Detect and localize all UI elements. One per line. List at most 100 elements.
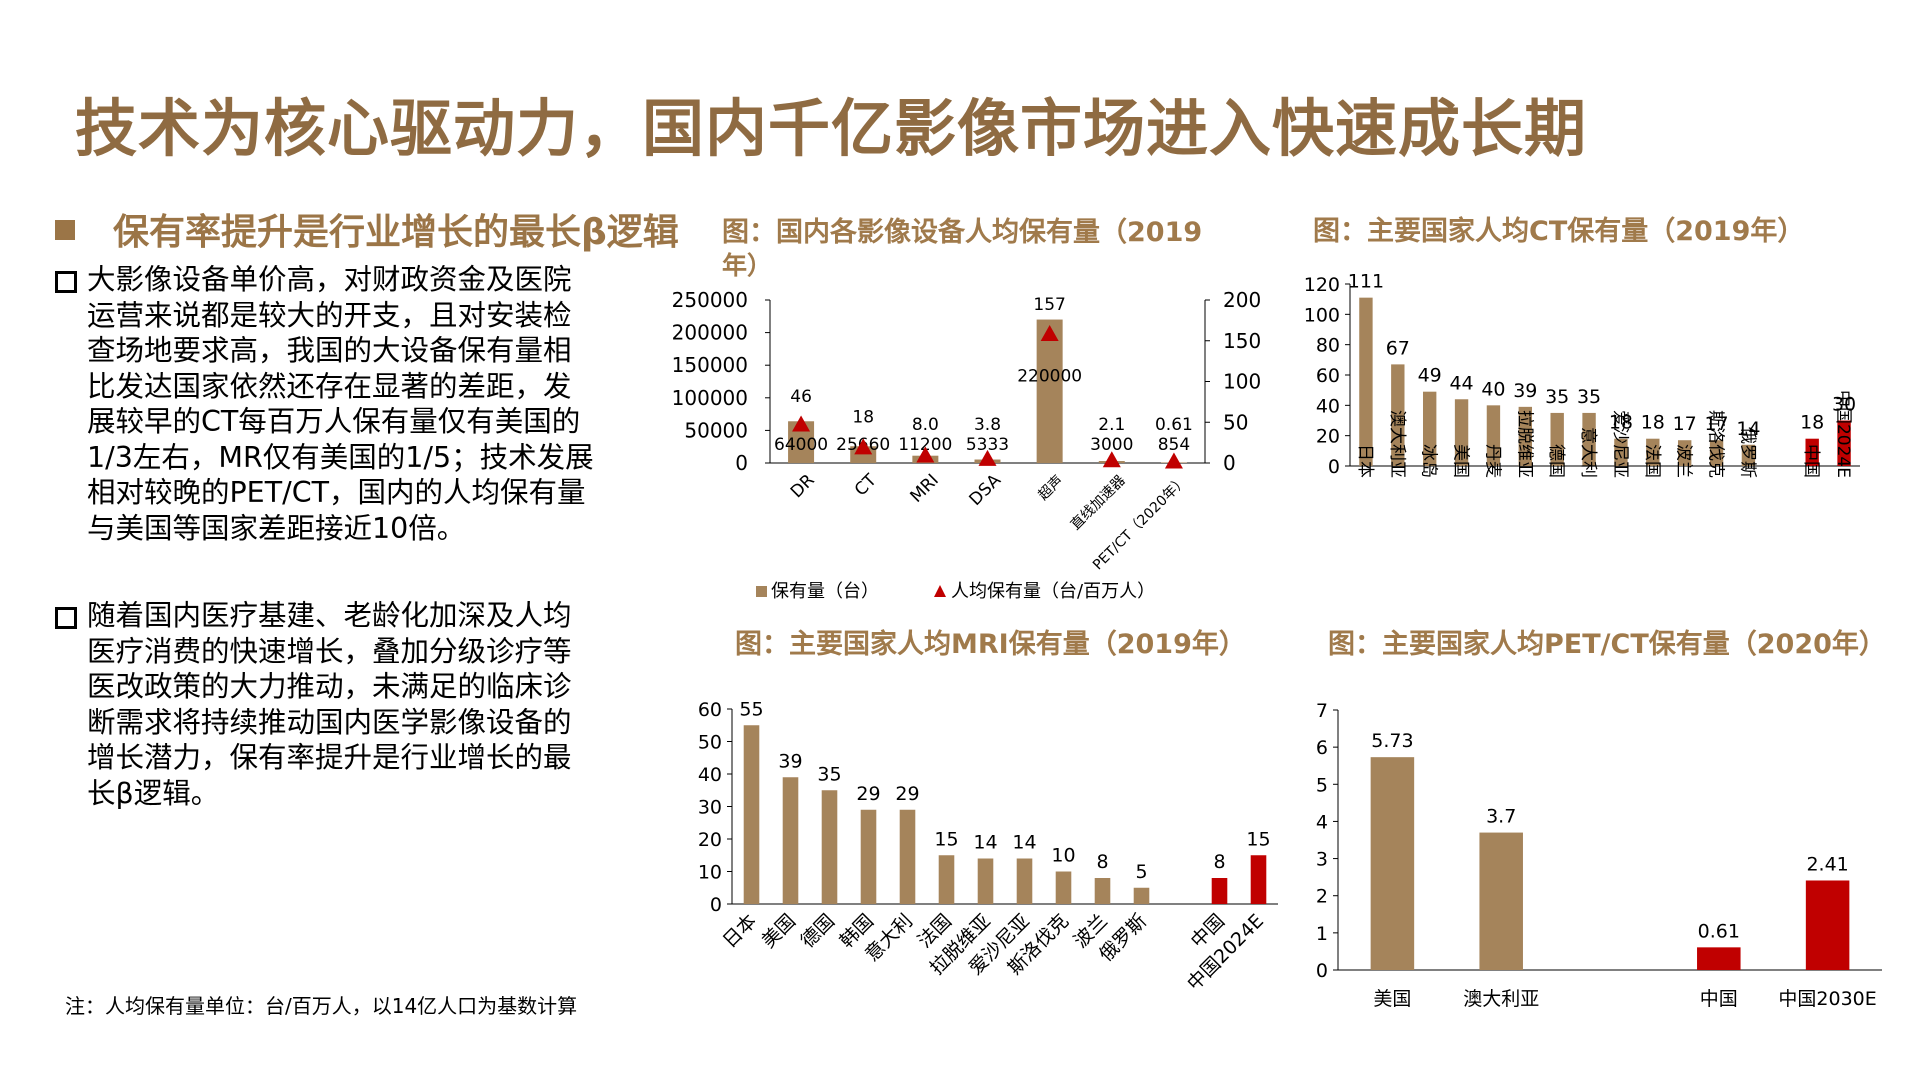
triangle-marker bbox=[792, 415, 811, 432]
data-label: 2.41 bbox=[1806, 853, 1848, 875]
y-tick-label: 80 bbox=[1316, 335, 1340, 357]
bar bbox=[977, 858, 994, 904]
right-tick-label: 150 bbox=[1223, 329, 1261, 353]
bar bbox=[1391, 364, 1405, 466]
bar bbox=[1646, 438, 1660, 466]
y-tick-label: 100 bbox=[1304, 304, 1340, 326]
left-tick-label: 50000 bbox=[684, 418, 748, 442]
category-label: 直线加速器 bbox=[1067, 472, 1129, 534]
bar bbox=[1582, 412, 1596, 466]
legend-label-bar: 保有量（台） bbox=[771, 581, 879, 602]
footnote: 注：人均保有量单位：台/百万人，以14亿人口为基数计算 bbox=[65, 994, 578, 1018]
category-label: 丹麦 bbox=[1482, 444, 1502, 478]
y-tick-label: 50 bbox=[698, 732, 722, 754]
triangle-marker bbox=[978, 449, 997, 466]
chart-title-petct: 图：主要国家人均PET/CT保有量（2020年） bbox=[1328, 629, 1886, 660]
marker-value-label: 3.8 bbox=[974, 415, 1001, 435]
y-tick-label: 6 bbox=[1316, 737, 1328, 759]
data-label: 39 bbox=[1513, 380, 1537, 402]
bar-value-label: 3000 bbox=[1090, 435, 1133, 455]
bar bbox=[1133, 887, 1150, 904]
bar bbox=[1709, 440, 1724, 466]
category-label: 中国2030E bbox=[1778, 988, 1876, 1010]
marker-value-label: 8.0 bbox=[912, 415, 939, 435]
bar-value-label: 11200 bbox=[898, 435, 952, 455]
bar bbox=[743, 725, 760, 904]
left-tick-label: 250000 bbox=[672, 288, 748, 312]
data-label: 67 bbox=[1386, 337, 1410, 359]
chart-title-equipment-cont: 年） bbox=[722, 251, 773, 280]
bar bbox=[1250, 855, 1267, 904]
bar bbox=[1550, 412, 1564, 466]
chart-title-mri: 图：主要国家人均MRI保有量（2019年） bbox=[735, 629, 1246, 660]
data-label: 15 bbox=[1246, 828, 1270, 850]
y-tick-label: 20 bbox=[1316, 426, 1340, 448]
bar bbox=[1036, 319, 1063, 463]
category-label: DR bbox=[787, 470, 819, 502]
y-tick-label: 0 bbox=[710, 894, 722, 916]
right-tick-label: 0 bbox=[1223, 451, 1236, 475]
bar bbox=[1805, 880, 1850, 970]
category-label: CT bbox=[851, 470, 881, 500]
y-tick-label: 0 bbox=[1316, 960, 1328, 982]
y-tick-label: 120 bbox=[1304, 274, 1340, 296]
category-label: 爱沙尼亚 bbox=[1610, 410, 1630, 478]
data-label: 18 bbox=[1641, 412, 1665, 434]
y-tick-label: 1 bbox=[1316, 923, 1328, 945]
bar bbox=[1422, 391, 1437, 466]
bullet-text-1: 大影像设备单价高，对财政资金及医院运营来说都是较大的开支，且对安装检查场地要求高… bbox=[87, 263, 594, 545]
y-tick-label: 40 bbox=[698, 764, 722, 786]
page-title: 技术为核心驱动力，国内千亿影像市场进入快速成长期 bbox=[75, 92, 1588, 165]
bar bbox=[1677, 440, 1692, 466]
checkbox-bullet-icon bbox=[55, 607, 77, 629]
chart-title-ct: 图：主要国家人均CT保有量（2019年） bbox=[1313, 216, 1805, 247]
category-label: 美国 bbox=[758, 910, 800, 952]
marker-value-label: 0.61 bbox=[1155, 415, 1193, 435]
chart-title-equipment: 图：国内各影像设备人均保有量（2019 bbox=[722, 217, 1203, 248]
category-label: 超声 bbox=[1035, 473, 1066, 504]
marker-value-label: 46 bbox=[790, 387, 812, 407]
category-label: 美国 bbox=[1373, 988, 1411, 1010]
category-label: 俄罗斯 bbox=[1737, 427, 1757, 478]
y-tick-label: 40 bbox=[1316, 395, 1340, 417]
bar bbox=[1479, 832, 1523, 970]
right-tick-label: 100 bbox=[1223, 370, 1261, 394]
y-tick-label: 60 bbox=[698, 699, 722, 721]
category-label: DSA bbox=[966, 470, 1006, 510]
y-tick-label: 30 bbox=[698, 797, 722, 819]
right-tick-label: 50 bbox=[1223, 410, 1248, 434]
square-bullet-icon bbox=[55, 220, 75, 240]
y-tick-label: 20 bbox=[698, 829, 722, 851]
triangle-marker bbox=[916, 446, 935, 463]
data-label: 35 bbox=[817, 763, 841, 785]
bar bbox=[860, 809, 877, 904]
data-label: 14 bbox=[1012, 832, 1036, 854]
category-label: 中国 bbox=[1700, 988, 1738, 1010]
category-label: 日本 bbox=[719, 910, 761, 952]
category-label: MRI bbox=[906, 470, 942, 506]
bar bbox=[1016, 858, 1033, 904]
category-label: 冰岛 bbox=[1419, 444, 1439, 478]
checkbox-bullet-icon bbox=[55, 271, 77, 293]
left-tick-label: 100000 bbox=[672, 386, 748, 410]
category-label: 澳大利亚 bbox=[1387, 410, 1407, 478]
left-tick-label: 150000 bbox=[672, 353, 748, 377]
data-label: 55 bbox=[739, 698, 763, 720]
bar bbox=[1518, 406, 1533, 466]
data-label: 5.73 bbox=[1371, 730, 1413, 752]
data-label: 14 bbox=[1736, 418, 1760, 440]
y-tick-label: 5 bbox=[1316, 774, 1328, 796]
y-tick-label: 4 bbox=[1316, 811, 1328, 833]
left-tick-label: 0 bbox=[735, 451, 748, 475]
y-tick-label: 7 bbox=[1316, 700, 1328, 722]
marker-value-label: 157 bbox=[1033, 295, 1065, 315]
category-label: 法国 bbox=[1642, 444, 1662, 478]
bar bbox=[1805, 438, 1819, 466]
category-label: 中国 bbox=[1801, 444, 1821, 478]
bullet-point-2: 随着国内医疗基建、老龄化加深及人均医疗消费的快速增长，叠加分级诊疗等医改政策的大… bbox=[55, 598, 595, 811]
category-label: 中国2024E bbox=[1833, 390, 1853, 478]
legend-swatch-bar bbox=[756, 586, 767, 597]
y-tick-label: 10 bbox=[698, 862, 722, 884]
legend-label-triangle: 人均保有量（台/百万人） bbox=[951, 581, 1155, 602]
